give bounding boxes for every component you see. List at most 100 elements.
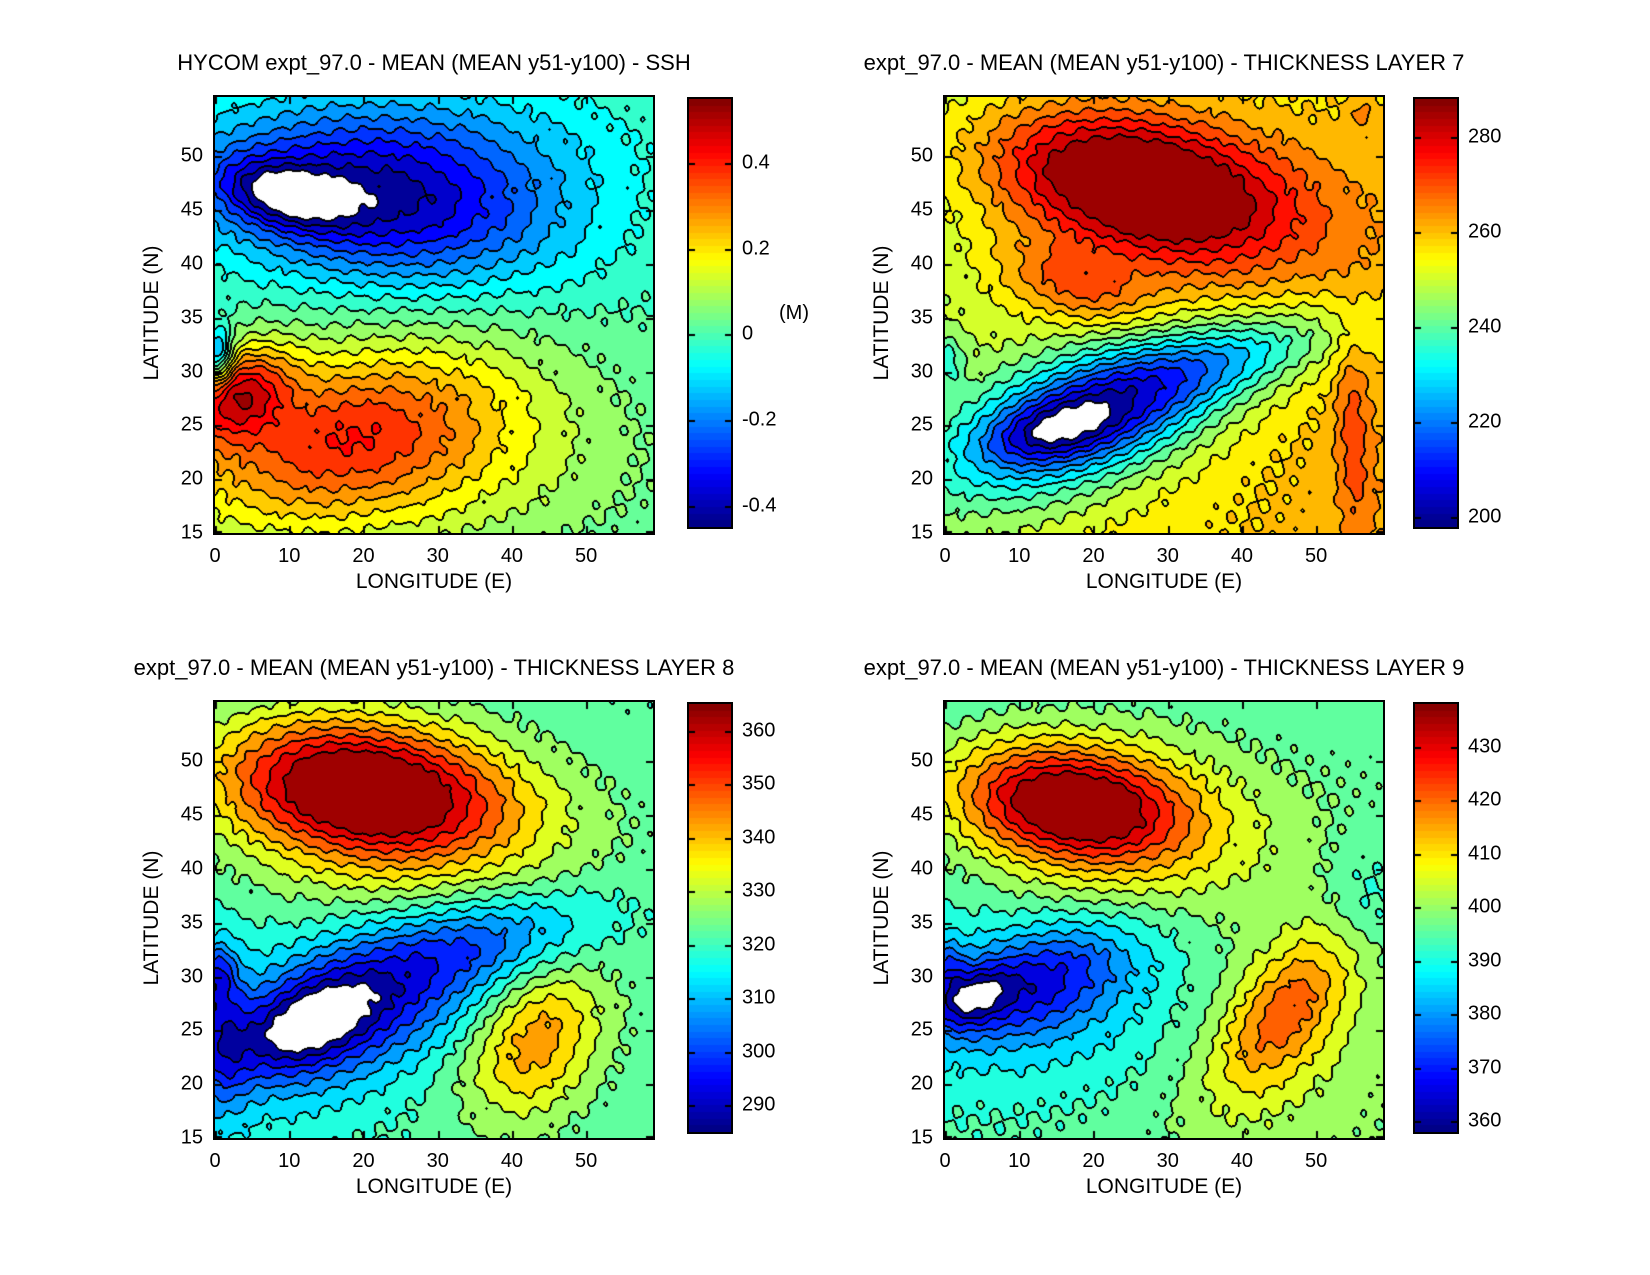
y-tick-label: 50 bbox=[180, 749, 203, 772]
colorbar-tick-label: 370 bbox=[1468, 1056, 1502, 1079]
y-tick-label: 50 bbox=[910, 749, 933, 772]
plot-title: HYCOM expt_97.0 - MEAN (MEAN y51-y100) -… bbox=[177, 50, 691, 75]
panel-thickness-layer-9: expt_97.0 - MEAN (MEAN y51-y100) - THICK… bbox=[825, 605, 1650, 1242]
colorbar-tick-label: 290 bbox=[742, 1093, 776, 1116]
colorbar-tick-label: 220 bbox=[1468, 410, 1502, 433]
panel-thickness-layer-8: expt_97.0 - MEAN (MEAN y51-y100) - THICK… bbox=[0, 605, 825, 1242]
contour-plot-canvas bbox=[943, 700, 1385, 1140]
colorbar-tick-label: 340 bbox=[742, 826, 776, 849]
colorbar-tick-label: 200 bbox=[1468, 505, 1502, 528]
y-axis-label: LATITUDE (N) bbox=[870, 245, 893, 381]
x-tick-label: 30 bbox=[1156, 1150, 1179, 1172]
y-tick-label: 40 bbox=[910, 857, 933, 880]
colorbar-tick-label: 360 bbox=[742, 719, 776, 742]
colorbar-tick-label: -0.2 bbox=[742, 408, 777, 431]
x-tick-label: 50 bbox=[575, 1150, 598, 1172]
colorbar-canvas bbox=[1413, 702, 1459, 1134]
y-tick-label: 25 bbox=[910, 1018, 933, 1041]
colorbar-tick-label: 350 bbox=[742, 772, 776, 795]
panel-thickness-layer-7: expt_97.0 - MEAN (MEAN y51-y100) - THICK… bbox=[825, 0, 1650, 637]
x-axis-label: LONGITUDE (E) bbox=[1085, 1175, 1243, 1198]
x-tick-label: 50 bbox=[1305, 545, 1328, 567]
colorbar-tick-label: 400 bbox=[1468, 895, 1502, 918]
x-tick-label: 10 bbox=[278, 545, 301, 567]
y-tick-label: 30 bbox=[180, 965, 203, 988]
x-tick-label: 20 bbox=[1082, 545, 1105, 567]
x-tick-label: 0 bbox=[939, 545, 951, 567]
plot-title: expt_97.0 - MEAN (MEAN y51-y100) - THICK… bbox=[133, 655, 735, 680]
x-axis-label: LONGITUDE (E) bbox=[355, 1175, 513, 1198]
colorbar-canvas bbox=[687, 97, 733, 529]
colorbar-tick-label: 430 bbox=[1468, 735, 1502, 758]
colorbar-tick-label: 300 bbox=[742, 1040, 776, 1063]
y-tick-label: 35 bbox=[910, 911, 933, 934]
y-tick-label: 30 bbox=[910, 965, 933, 988]
plot-title: expt_97.0 - MEAN (MEAN y51-y100) - THICK… bbox=[863, 655, 1465, 680]
x-tick-label: 0 bbox=[209, 1150, 221, 1172]
y-tick-label: 30 bbox=[180, 360, 203, 383]
x-tick-label: 30 bbox=[426, 1150, 449, 1172]
y-tick-label: 50 bbox=[910, 144, 933, 167]
x-tick-label: 40 bbox=[1230, 545, 1254, 567]
x-tick-label: 40 bbox=[500, 1150, 524, 1172]
y-tick-label: 45 bbox=[180, 198, 203, 221]
x-tick-label: 30 bbox=[1156, 545, 1179, 567]
x-tick-label: 40 bbox=[500, 545, 524, 567]
x-tick-label: 50 bbox=[1305, 1150, 1328, 1172]
y-tick-label: 45 bbox=[910, 803, 933, 826]
colorbar-tick-label: 330 bbox=[742, 879, 776, 902]
y-tick-label: 40 bbox=[910, 252, 933, 275]
colorbar-tick-label: 310 bbox=[742, 986, 776, 1009]
y-tick-label: 45 bbox=[180, 803, 203, 826]
colorbar-canvas bbox=[1413, 97, 1459, 529]
y-axis-label: LATITUDE (N) bbox=[140, 850, 163, 986]
x-tick-label: 0 bbox=[209, 545, 221, 567]
panel-ssh: HYCOM expt_97.0 - MEAN (MEAN y51-y100) -… bbox=[0, 0, 825, 637]
y-tick-label: 40 bbox=[180, 857, 203, 880]
y-tick-label: 25 bbox=[180, 413, 203, 436]
y-tick-label: 35 bbox=[910, 306, 933, 329]
colorbar-tick-label: 240 bbox=[1468, 315, 1502, 338]
y-tick-label: 15 bbox=[180, 1126, 203, 1149]
plot-title: expt_97.0 - MEAN (MEAN y51-y100) - THICK… bbox=[863, 50, 1465, 75]
colorbar-tick-label: 280 bbox=[1468, 125, 1502, 148]
y-tick-label: 25 bbox=[180, 1018, 203, 1041]
y-tick-label: 25 bbox=[910, 413, 933, 436]
y-axis-label: LATITUDE (N) bbox=[870, 850, 893, 986]
y-tick-label: 20 bbox=[910, 467, 933, 490]
x-tick-label: 10 bbox=[1008, 545, 1031, 567]
x-tick-label: 20 bbox=[1082, 1150, 1105, 1172]
colorbar-tick-label: 380 bbox=[1468, 1002, 1502, 1025]
y-tick-label: 20 bbox=[180, 467, 203, 490]
colorbar-tick-label: 360 bbox=[1468, 1109, 1502, 1132]
colorbar-canvas bbox=[687, 702, 733, 1134]
x-axis-label: LONGITUDE (E) bbox=[1085, 570, 1243, 593]
contour-plot-canvas bbox=[213, 700, 655, 1140]
contour-plot-canvas bbox=[943, 95, 1385, 535]
x-tick-label: 50 bbox=[575, 545, 598, 567]
y-tick-label: 50 bbox=[180, 144, 203, 167]
x-tick-label: 20 bbox=[352, 1150, 375, 1172]
x-axis-label: LONGITUDE (E) bbox=[355, 570, 513, 593]
colorbar-tick-label: 0.2 bbox=[742, 237, 770, 260]
colorbar-tick-label: 320 bbox=[742, 933, 776, 956]
colorbar-tick-label: 0.4 bbox=[742, 151, 770, 174]
contour-plot-canvas bbox=[213, 95, 655, 535]
x-tick-label: 20 bbox=[352, 545, 375, 567]
y-tick-label: 40 bbox=[180, 252, 203, 275]
y-tick-label: 15 bbox=[910, 1126, 933, 1149]
y-axis-label: LATITUDE (N) bbox=[140, 245, 163, 381]
colorbar-tick-label: 260 bbox=[1468, 220, 1502, 243]
x-tick-label: 30 bbox=[426, 545, 449, 567]
y-tick-label: 20 bbox=[910, 1072, 933, 1095]
x-tick-label: 0 bbox=[939, 1150, 951, 1172]
y-tick-label: 35 bbox=[180, 911, 203, 934]
x-tick-label: 40 bbox=[1230, 1150, 1254, 1172]
y-tick-label: 35 bbox=[180, 306, 203, 329]
x-tick-label: 10 bbox=[278, 1150, 301, 1172]
y-tick-label: 15 bbox=[180, 521, 203, 544]
y-tick-label: 20 bbox=[180, 1072, 203, 1095]
colorbar-unit-label: (M) bbox=[779, 302, 809, 325]
x-tick-label: 10 bbox=[1008, 1150, 1031, 1172]
